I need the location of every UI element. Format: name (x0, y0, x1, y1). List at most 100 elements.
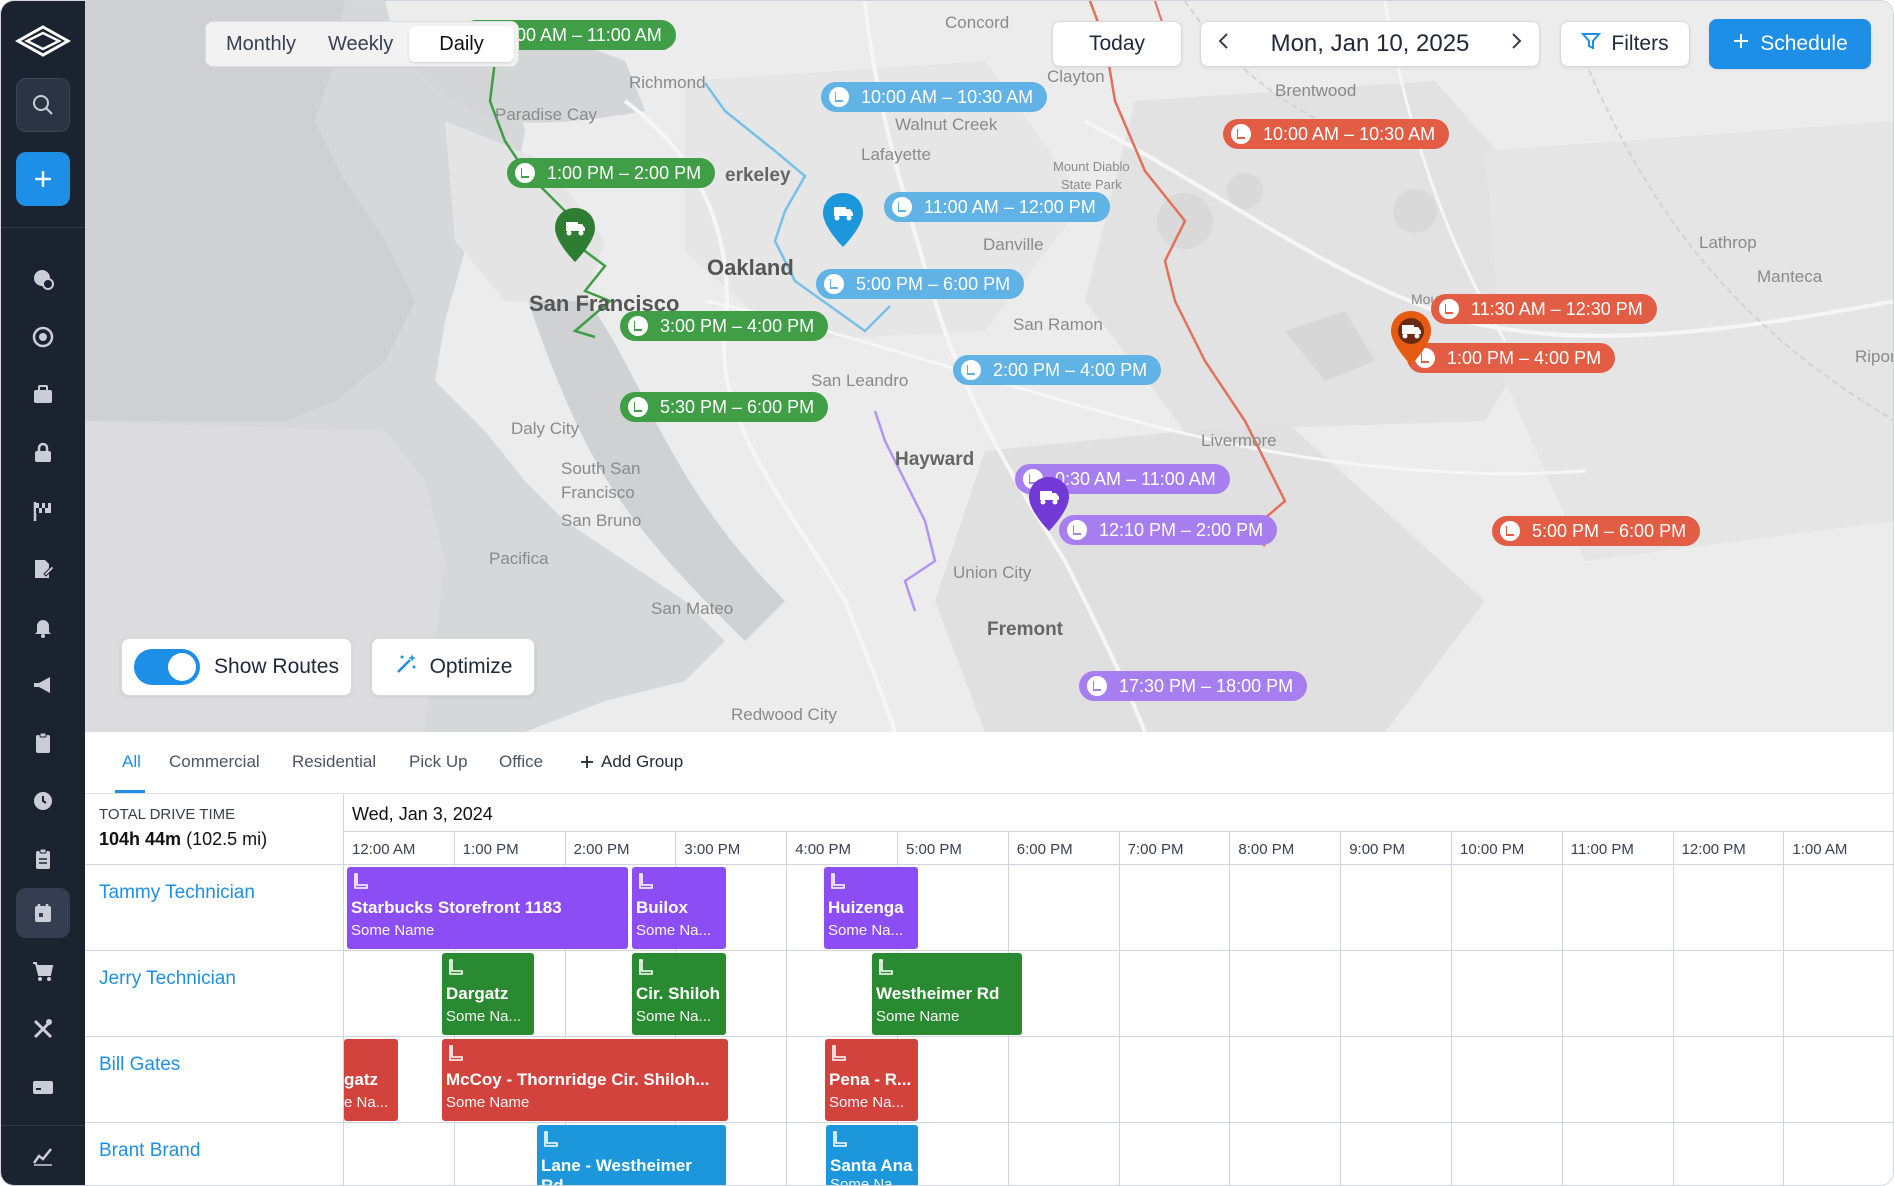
nav-timesheet[interactable] (16, 776, 70, 826)
grid-cell[interactable] (676, 951, 788, 1037)
grid-cell[interactable] (1119, 1037, 1231, 1123)
view-weekly[interactable]: Weekly (328, 32, 394, 55)
grid-cell[interactable] (1119, 865, 1231, 951)
schedule-button[interactable]: Schedule (1709, 19, 1871, 69)
grid-cell[interactable] (1674, 1123, 1785, 1185)
technician-name[interactable]: Brant Brand (85, 1123, 344, 1185)
create-button[interactable] (16, 152, 70, 206)
route-stop-tag[interactable]: 5:00 PM – 6:00 PM (816, 269, 1025, 299)
grid-cell[interactable] (1784, 951, 1893, 1037)
grid-cell[interactable] (1452, 1123, 1563, 1185)
grid-cell[interactable] (1784, 1037, 1893, 1123)
tab-pick-up[interactable]: Pick Up (409, 752, 468, 771)
search-button[interactable] (16, 78, 70, 132)
grid-cell[interactable] (1673, 951, 1785, 1037)
job-card[interactable]: Builox Some Na... (632, 867, 726, 949)
nav-finance[interactable] (16, 254, 70, 304)
truck-pin-orange[interactable] (1389, 309, 1433, 367)
grid-cell[interactable] (1008, 1037, 1120, 1123)
optimize-button[interactable]: Optimize (371, 638, 535, 696)
job-card[interactable]: Starbucks Storefront 1183 Some Name (347, 867, 628, 949)
grid-cell[interactable] (1008, 951, 1120, 1037)
grid-cell[interactable] (1341, 1123, 1452, 1185)
show-routes-toggle[interactable] (134, 649, 201, 685)
nav-analytics[interactable] (16, 1130, 70, 1180)
grid-cell[interactable] (1008, 865, 1120, 951)
tab-office[interactable]: Office (499, 752, 544, 771)
add-group-button[interactable]: Add Group (579, 752, 683, 772)
nav-marketing[interactable] (16, 660, 70, 710)
route-stop-tag[interactable]: 10:00 AM – 10:30 AM (1223, 119, 1450, 149)
technician-name[interactable]: Jerry Technician (85, 951, 344, 1037)
grid-cell[interactable] (1452, 865, 1563, 951)
job-card[interactable]: Huizenga Some Na... (824, 867, 918, 949)
job-card[interactable]: Santa Ana Some Na... (826, 1125, 918, 1185)
route-stop-tag[interactable]: 1:00 PM – 4:00 PM (1407, 343, 1616, 373)
chevron-right-icon[interactable] (1509, 31, 1523, 57)
route-stop-tag[interactable]: 5:00 PM – 6:00 PM (1492, 516, 1701, 546)
grid-cell[interactable] (1562, 951, 1674, 1037)
route-stop-tag[interactable]: 3:00 PM – 4:00 PM (620, 311, 829, 341)
filters-button[interactable]: Filters (1560, 21, 1690, 67)
grid-cell[interactable] (1230, 1037, 1342, 1123)
grid-cell[interactable] (1120, 1123, 1231, 1185)
job-card[interactable]: McCoy - Thornridge Cir. Shiloh... Some Na… (442, 1039, 728, 1121)
grid-cell[interactable] (1673, 1037, 1785, 1123)
nav-notifications[interactable] (16, 602, 70, 652)
view-monthly[interactable]: Monthly (226, 32, 297, 55)
route-stop-tag[interactable]: 11:00 AM – 12:00 PM (884, 192, 1110, 222)
grid-cell[interactable] (1230, 865, 1342, 951)
grid-cell[interactable] (1230, 951, 1342, 1037)
chevron-left-icon[interactable] (1217, 31, 1231, 57)
grid-cell[interactable] (898, 1037, 1009, 1123)
view-daily[interactable]: Daily (409, 26, 514, 62)
grid-cell[interactable] (898, 1123, 1009, 1185)
route-stop-tag[interactable]: 5:30 PM – 6:00 PM (620, 392, 829, 422)
route-stop-tag[interactable]: 10:00 AM – 10:30 AM (821, 82, 1048, 112)
grid-cell[interactable] (1562, 1037, 1674, 1123)
nav-jobs[interactable] (16, 370, 70, 420)
grid-cell[interactable] (898, 865, 1009, 951)
job-card[interactable]: Dargatz Some Na... (442, 953, 534, 1035)
grid-cell[interactable] (676, 865, 788, 951)
grid-cell[interactable] (1563, 1123, 1674, 1185)
grid-cell[interactable] (676, 1123, 788, 1185)
grid-cell[interactable] (1341, 865, 1452, 951)
nav-targets[interactable] (16, 312, 70, 362)
nav-security[interactable] (16, 428, 70, 478)
job-card[interactable]: Cir. Shiloh Some Na... (632, 953, 726, 1035)
grid-cell[interactable] (1673, 865, 1785, 951)
route-stop-tag[interactable]: 12:10 PM – 2:00 PM (1059, 515, 1278, 545)
job-card[interactable]: Lane - Westheimer Rd (537, 1125, 726, 1185)
grid-cell[interactable] (454, 951, 566, 1037)
route-stop-tag[interactable]: 17:30 PM – 18:00 PM (1079, 671, 1308, 701)
grid-cell[interactable] (1452, 951, 1563, 1037)
truck-pin-green[interactable] (553, 206, 597, 264)
technician-name[interactable]: Tammy Technician (85, 865, 344, 951)
job-card[interactable]: Westheimer Rd Some Name (872, 953, 1022, 1035)
technician-name[interactable]: Bill Gates (85, 1037, 344, 1123)
nav-billing[interactable] (16, 1062, 70, 1112)
grid-cell[interactable] (1119, 951, 1231, 1037)
grid-cell[interactable] (344, 1123, 455, 1185)
grid-cell[interactable] (1009, 1123, 1120, 1185)
truck-pin-blue[interactable] (821, 191, 865, 249)
show-routes-control[interactable]: Show Routes (121, 638, 352, 696)
grid-cell[interactable] (1341, 1037, 1452, 1123)
today-button[interactable]: Today (1052, 21, 1182, 67)
grid-cell[interactable] (1562, 865, 1674, 951)
tab-residential[interactable]: Residential (292, 752, 377, 771)
grid-cell[interactable] (1230, 1123, 1342, 1185)
tab-all[interactable]: All (122, 752, 141, 771)
grid-cell[interactable] (676, 1037, 788, 1123)
route-stop-tag[interactable]: 1:00 PM – 2:00 PM (507, 158, 716, 188)
grid-cell[interactable] (1784, 1123, 1893, 1185)
route-map[interactable]: Concord Pablo Richmond Paradise Cay Clay… (85, 1, 1893, 732)
grid-cell[interactable] (1452, 1037, 1563, 1123)
job-card[interactable]: gatz e Na... (344, 1039, 398, 1121)
nav-tasks[interactable] (16, 718, 70, 768)
nav-goals[interactable] (16, 486, 70, 536)
nav-store[interactable] (16, 946, 70, 996)
route-stop-tag[interactable]: 2:00 PM – 4:00 PM (953, 355, 1162, 385)
tab-commercial[interactable]: Commercial (169, 752, 260, 771)
